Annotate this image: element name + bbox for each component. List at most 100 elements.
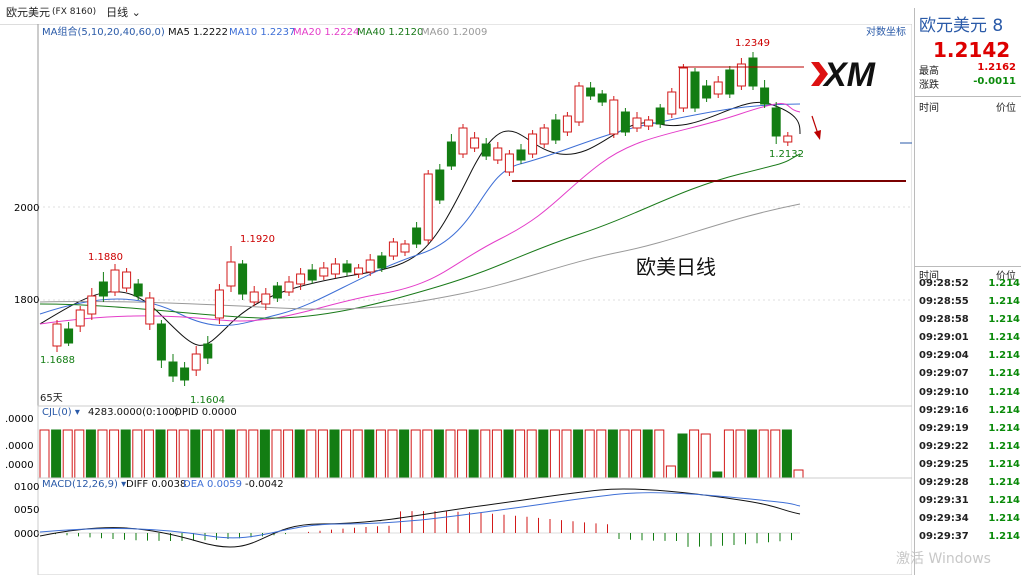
volume-bar — [573, 429, 584, 479]
macd-diff: DIFF 0.0038 — [126, 479, 186, 490]
volume-bar — [132, 429, 143, 479]
chart-annotation: 欧美日线 — [636, 255, 716, 279]
volume-bar — [677, 433, 688, 479]
tick-time: 09:28:58 — [919, 314, 969, 326]
candle-body — [586, 87, 596, 97]
log-coordinate-toggle[interactable]: 对数坐标 — [866, 25, 906, 38]
candle-body — [87, 295, 97, 315]
volume-bar — [503, 429, 514, 479]
candle-body — [562, 115, 572, 133]
candle-body — [771, 107, 781, 137]
candle-body — [133, 283, 143, 297]
volume-bar — [109, 429, 120, 479]
volume-bar — [51, 429, 62, 479]
tick-price: 1.214 — [988, 332, 1020, 344]
down-arrow-icon — [811, 115, 819, 135]
volume-bar — [178, 429, 189, 479]
volume-bar — [62, 429, 73, 479]
candle-body — [609, 99, 619, 135]
volume-bar — [155, 429, 166, 479]
candle-body — [342, 263, 352, 273]
tick-row: 09:28:55 1.214 — [915, 296, 1021, 314]
volume-bar — [236, 429, 247, 479]
volume-bar — [468, 429, 479, 479]
volume-bar — [259, 429, 270, 479]
col-price-label: 价位 — [996, 271, 1016, 282]
candle-body — [226, 261, 236, 287]
period-label: 日线 — [106, 6, 129, 19]
candle-body — [319, 267, 329, 277]
candle-body — [493, 147, 503, 161]
tick-row: 09:28:52 1.214 — [915, 278, 1021, 296]
volume-bar — [515, 429, 526, 479]
macd-legend[interactable]: MACD(12,26,9) ▾ — [42, 479, 126, 490]
current-price: 1.2142 — [933, 38, 1011, 62]
candle-body — [354, 267, 364, 275]
ma5-legend: MA5 1.2222 — [168, 27, 228, 38]
candle-body — [748, 57, 758, 87]
tick-time: 09:29:19 — [919, 422, 969, 434]
price-panel-frame — [37, 24, 912, 407]
volume-bar — [747, 429, 758, 479]
volume-bar — [213, 429, 224, 479]
candle-body — [423, 173, 433, 241]
candle-body — [574, 85, 584, 123]
period-selector[interactable]: 日线 ⌄ — [106, 4, 141, 20]
candle-body — [272, 285, 282, 299]
volume-bar — [39, 429, 50, 479]
tick-header-top: 时间 价位 — [915, 96, 1021, 114]
volume-bar — [352, 429, 363, 479]
tick-row: 09:29:19 1.214 — [915, 423, 1021, 441]
volume-bar — [631, 429, 642, 479]
candle-body — [98, 281, 108, 297]
candle-body — [655, 107, 665, 125]
candle-body — [261, 293, 271, 305]
change-value: -0.0011 — [973, 76, 1016, 87]
volume-bar — [781, 429, 792, 479]
tick-time: 09:29:34 — [919, 513, 969, 525]
volume-bar — [190, 429, 201, 479]
chart-title-bar: 欧元美元 (FX 8160) 日线 ⌄ — [0, 0, 912, 25]
col-time-label: 时间 — [919, 271, 939, 282]
ma-group-label[interactable]: MA组合(5,10,20,40,60,0) — [42, 25, 165, 38]
tick-list[interactable]: 09:28:52 1.214 09:28:55 1.214 09:28:58 1.214 0… — [915, 278, 1021, 549]
candle-body — [713, 81, 723, 95]
tick-row: 09:29:34 1.214 — [915, 513, 1021, 531]
candle-body — [644, 119, 654, 127]
candle-body — [330, 263, 340, 275]
tick-time: 09:28:55 — [919, 296, 969, 308]
windows-activation-watermark: 激活 Windows — [896, 551, 991, 567]
candle-body — [388, 241, 398, 257]
tick-price: 1.214 — [988, 350, 1020, 362]
candle-body — [412, 227, 422, 245]
candle-body — [203, 343, 213, 359]
volume-bar — [399, 429, 410, 479]
symbol-code: (FX 8160) — [52, 7, 97, 17]
tick-price: 1.214 — [988, 296, 1020, 308]
tick-price: 1.214 — [988, 368, 1020, 380]
tick-row: 09:28:58 1.214 — [915, 314, 1021, 332]
candle-body — [470, 137, 480, 149]
ma60-line — [39, 203, 801, 310]
cjl-legend[interactable]: CJL(0) ▾ — [42, 407, 80, 418]
tick-time: 09:29:07 — [919, 368, 969, 380]
low-label-1604: 1.1604 — [190, 395, 225, 406]
macd-value: -0.0042 — [245, 479, 284, 490]
volume-bar — [271, 429, 282, 479]
low-label-2132: 1.2132 — [769, 149, 804, 160]
candle-body — [528, 133, 538, 155]
candle-body — [145, 297, 155, 325]
candlestick-chart[interactable]: MA组合(5,10,20,40,60,0) MA5 1.2222 MA10 1.… — [0, 24, 912, 575]
tick-price: 1.214 — [988, 314, 1020, 326]
macd-dea-line — [39, 492, 801, 539]
volume-bar — [364, 429, 375, 479]
volume-bar — [619, 429, 630, 479]
candle-body — [122, 271, 132, 289]
candle-body — [238, 263, 248, 295]
volume-bar — [306, 429, 317, 479]
tick-time: 09:29:25 — [919, 458, 969, 470]
candle-body — [400, 243, 410, 253]
volume-bar — [561, 429, 572, 479]
candle-body — [296, 273, 306, 285]
ma20-line — [39, 103, 801, 325]
